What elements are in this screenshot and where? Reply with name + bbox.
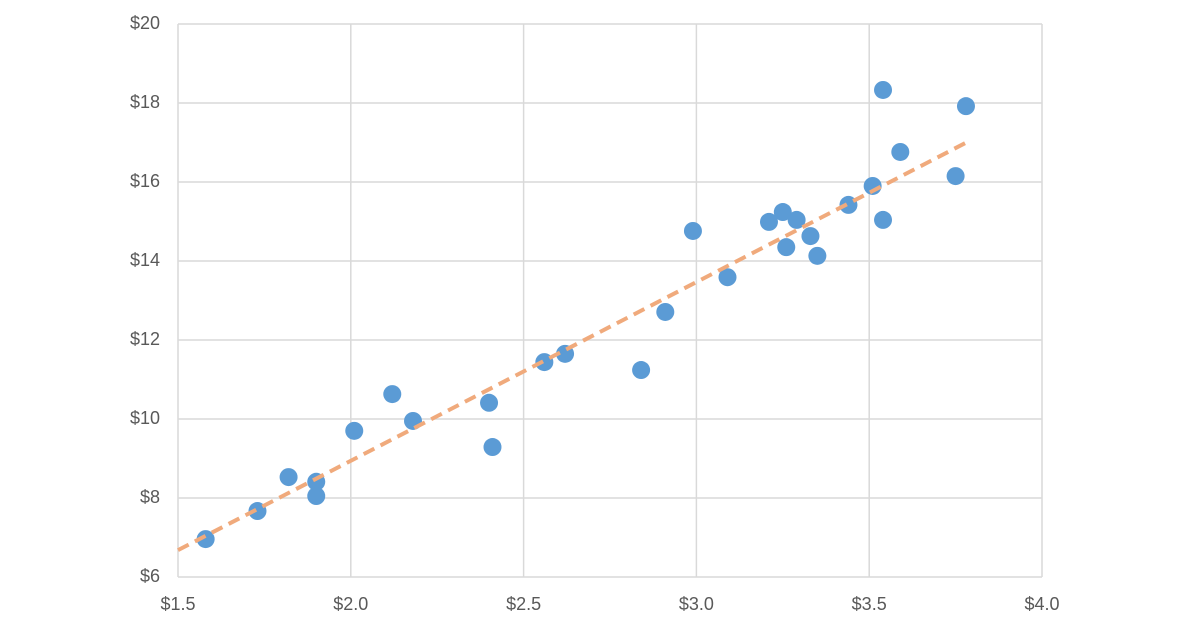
x-tick-label: $1.5 bbox=[160, 594, 195, 614]
x-tick-label: $3.5 bbox=[852, 594, 887, 614]
y-tick-label: $14 bbox=[130, 250, 160, 270]
x-tick-label: $2.0 bbox=[333, 594, 368, 614]
data-point bbox=[483, 438, 502, 457]
data-point bbox=[773, 203, 792, 222]
data-point bbox=[874, 210, 893, 229]
data-point bbox=[248, 502, 267, 521]
data-point bbox=[808, 246, 827, 265]
data-point bbox=[683, 221, 702, 240]
data-point bbox=[345, 421, 364, 440]
y-tick-label: $16 bbox=[130, 171, 160, 191]
y-tick-label: $12 bbox=[130, 329, 160, 349]
trendline bbox=[177, 139, 971, 552]
data-point bbox=[632, 361, 651, 380]
data-point bbox=[307, 487, 326, 506]
data-point bbox=[196, 530, 215, 549]
data-point bbox=[874, 80, 893, 99]
x-tick-label: $4.0 bbox=[1024, 594, 1059, 614]
data-point bbox=[279, 468, 298, 487]
x-tick-label: $2.5 bbox=[506, 594, 541, 614]
y-tick-label: $18 bbox=[130, 92, 160, 112]
y-tick-label: $6 bbox=[140, 566, 160, 586]
data-point bbox=[656, 302, 675, 321]
data-point bbox=[801, 227, 820, 246]
data-point bbox=[891, 142, 910, 161]
x-tick-label: $3.0 bbox=[679, 594, 714, 614]
y-tick-label: $8 bbox=[140, 487, 160, 507]
data-point bbox=[718, 268, 737, 287]
y-tick-label: $20 bbox=[130, 13, 160, 33]
y-tick-label: $10 bbox=[130, 408, 160, 428]
data-point bbox=[956, 97, 975, 116]
data-point bbox=[777, 238, 796, 257]
data-point bbox=[946, 167, 965, 186]
data-point bbox=[480, 393, 499, 412]
data-point bbox=[759, 212, 778, 231]
data-point bbox=[787, 210, 806, 229]
data-point bbox=[383, 385, 402, 404]
data-point bbox=[535, 353, 554, 372]
